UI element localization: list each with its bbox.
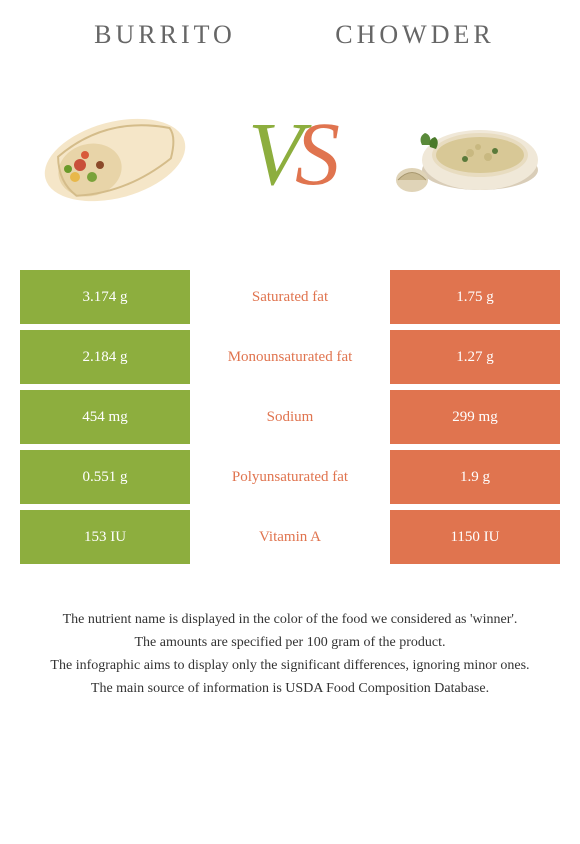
footnote-line: The infographic aims to display only the… (20, 655, 560, 676)
table-row: 2.184 g Monounsaturated fat 1.27 g (20, 330, 560, 384)
cell-left-value: 0.551 g (20, 450, 190, 504)
infographic-root: BURRITO CHOWDER VS (0, 0, 580, 844)
cell-right-value: 1.75 g (390, 270, 560, 324)
cell-label: Monounsaturated fat (190, 330, 390, 384)
cell-left-value: 454 mg (20, 390, 190, 444)
vs-label: VS (248, 110, 332, 200)
cell-right-value: 1.27 g (390, 330, 560, 384)
footnote-line: The nutrient name is displayed in the co… (20, 609, 560, 630)
table-row: 0.551 g Polyunsaturated fat 1.9 g (20, 450, 560, 504)
cell-left-value: 3.174 g (20, 270, 190, 324)
vs-s: S (295, 105, 332, 204)
footnote-line: The amounts are specified per 100 gram o… (20, 632, 560, 653)
hero-row: VS (10, 80, 570, 230)
cell-right-value: 1150 IU (390, 510, 560, 564)
table-row: 153 IU Vitamin A 1150 IU (20, 510, 560, 564)
chowder-image (380, 95, 550, 215)
title-right: CHOWDER (290, 20, 540, 50)
title-row: BURRITO CHOWDER (10, 20, 570, 50)
cell-label: Sodium (190, 390, 390, 444)
cell-label: Polyunsaturated fat (190, 450, 390, 504)
cell-left-value: 153 IU (20, 510, 190, 564)
cell-right-value: 299 mg (390, 390, 560, 444)
footnotes: The nutrient name is displayed in the co… (10, 609, 570, 699)
cell-label: Vitamin A (190, 510, 390, 564)
footnote-line: The main source of information is USDA F… (20, 678, 560, 699)
cell-left-value: 2.184 g (20, 330, 190, 384)
cell-right-value: 1.9 g (390, 450, 560, 504)
table-row: 454 mg Sodium 299 mg (20, 390, 560, 444)
cell-label: Saturated fat (190, 270, 390, 324)
nutrient-table: 3.174 g Saturated fat 1.75 g 2.184 g Mon… (10, 270, 570, 564)
table-row: 3.174 g Saturated fat 1.75 g (20, 270, 560, 324)
title-left: BURRITO (40, 20, 290, 50)
burrito-image (30, 95, 200, 215)
vs-v: V (248, 105, 295, 204)
